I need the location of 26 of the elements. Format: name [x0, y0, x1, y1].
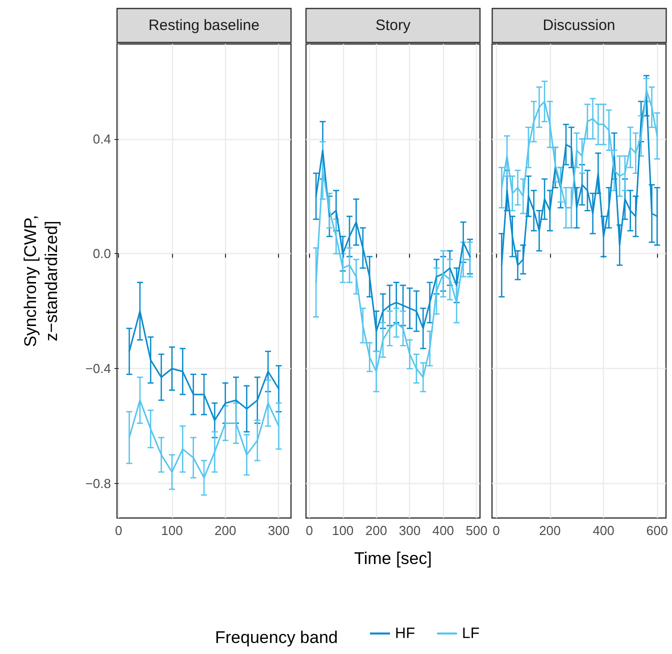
- x-tick-label: 200: [365, 523, 388, 538]
- x-tick-label: 0: [306, 523, 313, 538]
- y-axis-title: Synchrony [CWP, z−standardized]: [21, 215, 61, 347]
- legend-title: Frequency band: [215, 628, 338, 647]
- y-tick-label: 0.4: [92, 131, 111, 146]
- y-tick-label: −0.8: [85, 476, 111, 492]
- chart-title: Story: [375, 17, 412, 34]
- x-tick-label: 400: [432, 523, 454, 538]
- x-tick-label: 0: [492, 523, 500, 538]
- x-tick-label: 300: [398, 523, 421, 538]
- x-tick-label: 300: [268, 523, 290, 538]
- x-tick-label: 500: [466, 523, 488, 538]
- y-tick-label: 0.0: [92, 246, 111, 262]
- legend-label: HF: [395, 625, 415, 642]
- x-tick-label: 100: [161, 523, 183, 538]
- x-tick-label: 200: [539, 523, 561, 538]
- x-tick-label: 600: [646, 523, 668, 538]
- y-tick-label: −0.4: [85, 361, 111, 376]
- x-tick-label: 100: [332, 523, 354, 538]
- legend-label: LF: [462, 625, 480, 642]
- x-tick-label: 400: [592, 523, 614, 538]
- x-tick-label: 200: [214, 523, 236, 538]
- x-tick-label: 0: [114, 523, 122, 538]
- chart-title: Resting baseline: [148, 17, 260, 34]
- x-axis-title: Time [sec]: [354, 549, 432, 568]
- chart-title: Discussion: [542, 17, 616, 34]
